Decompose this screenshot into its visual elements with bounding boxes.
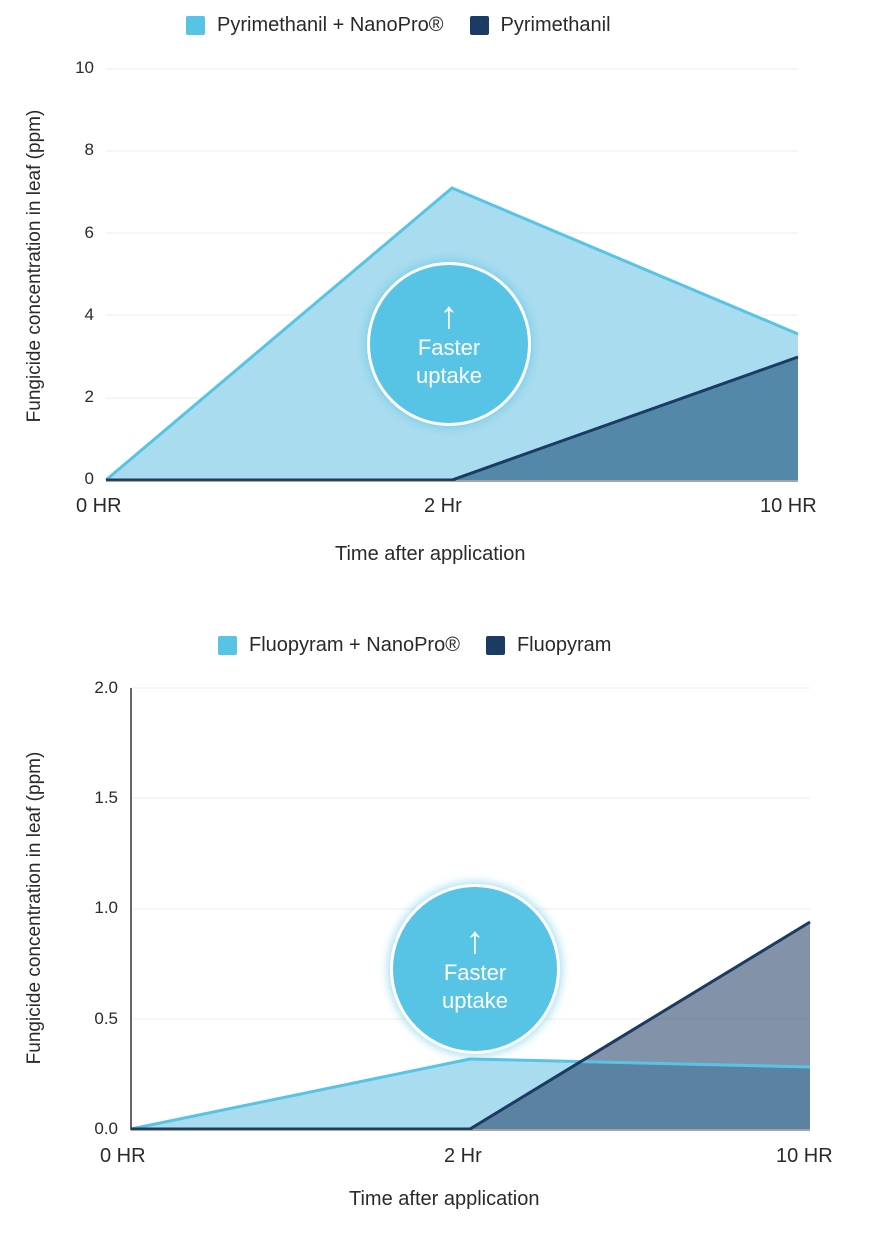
badge-line1: Faster (417, 335, 481, 360)
y-tick: 4 (84, 305, 94, 324)
legend-item-nanopro[interactable]: Fluopyram + NanoPro® (218, 634, 460, 657)
x-tick: 2 Hr (424, 495, 462, 517)
y-tick: 10 (75, 58, 94, 77)
legend-label: Fluopyram (516, 634, 612, 656)
legend-swatch-dark (485, 636, 505, 655)
up-arrow-icon: ↑ (439, 295, 459, 337)
legend-item-plain[interactable]: Fluopyram (485, 634, 612, 657)
legend-swatch-light (186, 16, 205, 35)
y-tick: 2 (84, 387, 94, 406)
y-tick: 8 (84, 140, 94, 159)
x-tick: 0 HR (100, 1145, 146, 1167)
x-tick: 10 HR (776, 1145, 833, 1167)
legend-swatch-dark (469, 16, 489, 35)
legend: Fluopyram + NanoPro® Fluopyram (218, 634, 637, 657)
faster-uptake-badge: ↑ Faster uptake (390, 884, 560, 1054)
up-arrow-icon: ↑ (465, 920, 485, 962)
legend-swatch-light (218, 636, 237, 655)
legend-item-nanopro[interactable]: Pyrimethanil + NanoPro® (186, 14, 444, 37)
x-tick: 0 HR (76, 495, 122, 517)
chart-pyrimethanil: Pyrimethanil + NanoPro® Pyrimethanil Fun… (0, 0, 873, 600)
x-axis-title: Time after application (335, 543, 526, 565)
legend-item-plain[interactable]: Pyrimethanil (469, 14, 611, 37)
badge-line1: Faster (443, 960, 507, 985)
legend-label: Pyrimethanil + NanoPro® (217, 14, 444, 36)
badge-line2: uptake (415, 363, 483, 388)
faster-uptake-badge: ↑ Faster uptake (367, 262, 531, 426)
y-tick: 1.0 (94, 898, 118, 917)
y-tick: 0.5 (94, 1009, 118, 1028)
x-axis-title: Time after application (349, 1188, 540, 1210)
y-tick: 0.0 (94, 1119, 118, 1138)
badge-line2: uptake (441, 988, 509, 1013)
y-tick: 2.0 (94, 678, 118, 697)
x-tick: 2 Hr (444, 1145, 482, 1167)
legend: Pyrimethanil + NanoPro® Pyrimethanil (186, 14, 637, 37)
legend-label: Pyrimethanil (500, 14, 611, 36)
legend-label: Fluopyram + NanoPro® (249, 634, 460, 656)
y-tick: 1.5 (94, 788, 118, 807)
y-tick: 0 (84, 469, 94, 488)
y-tick: 6 (84, 223, 94, 242)
x-tick: 10 HR (760, 495, 817, 517)
